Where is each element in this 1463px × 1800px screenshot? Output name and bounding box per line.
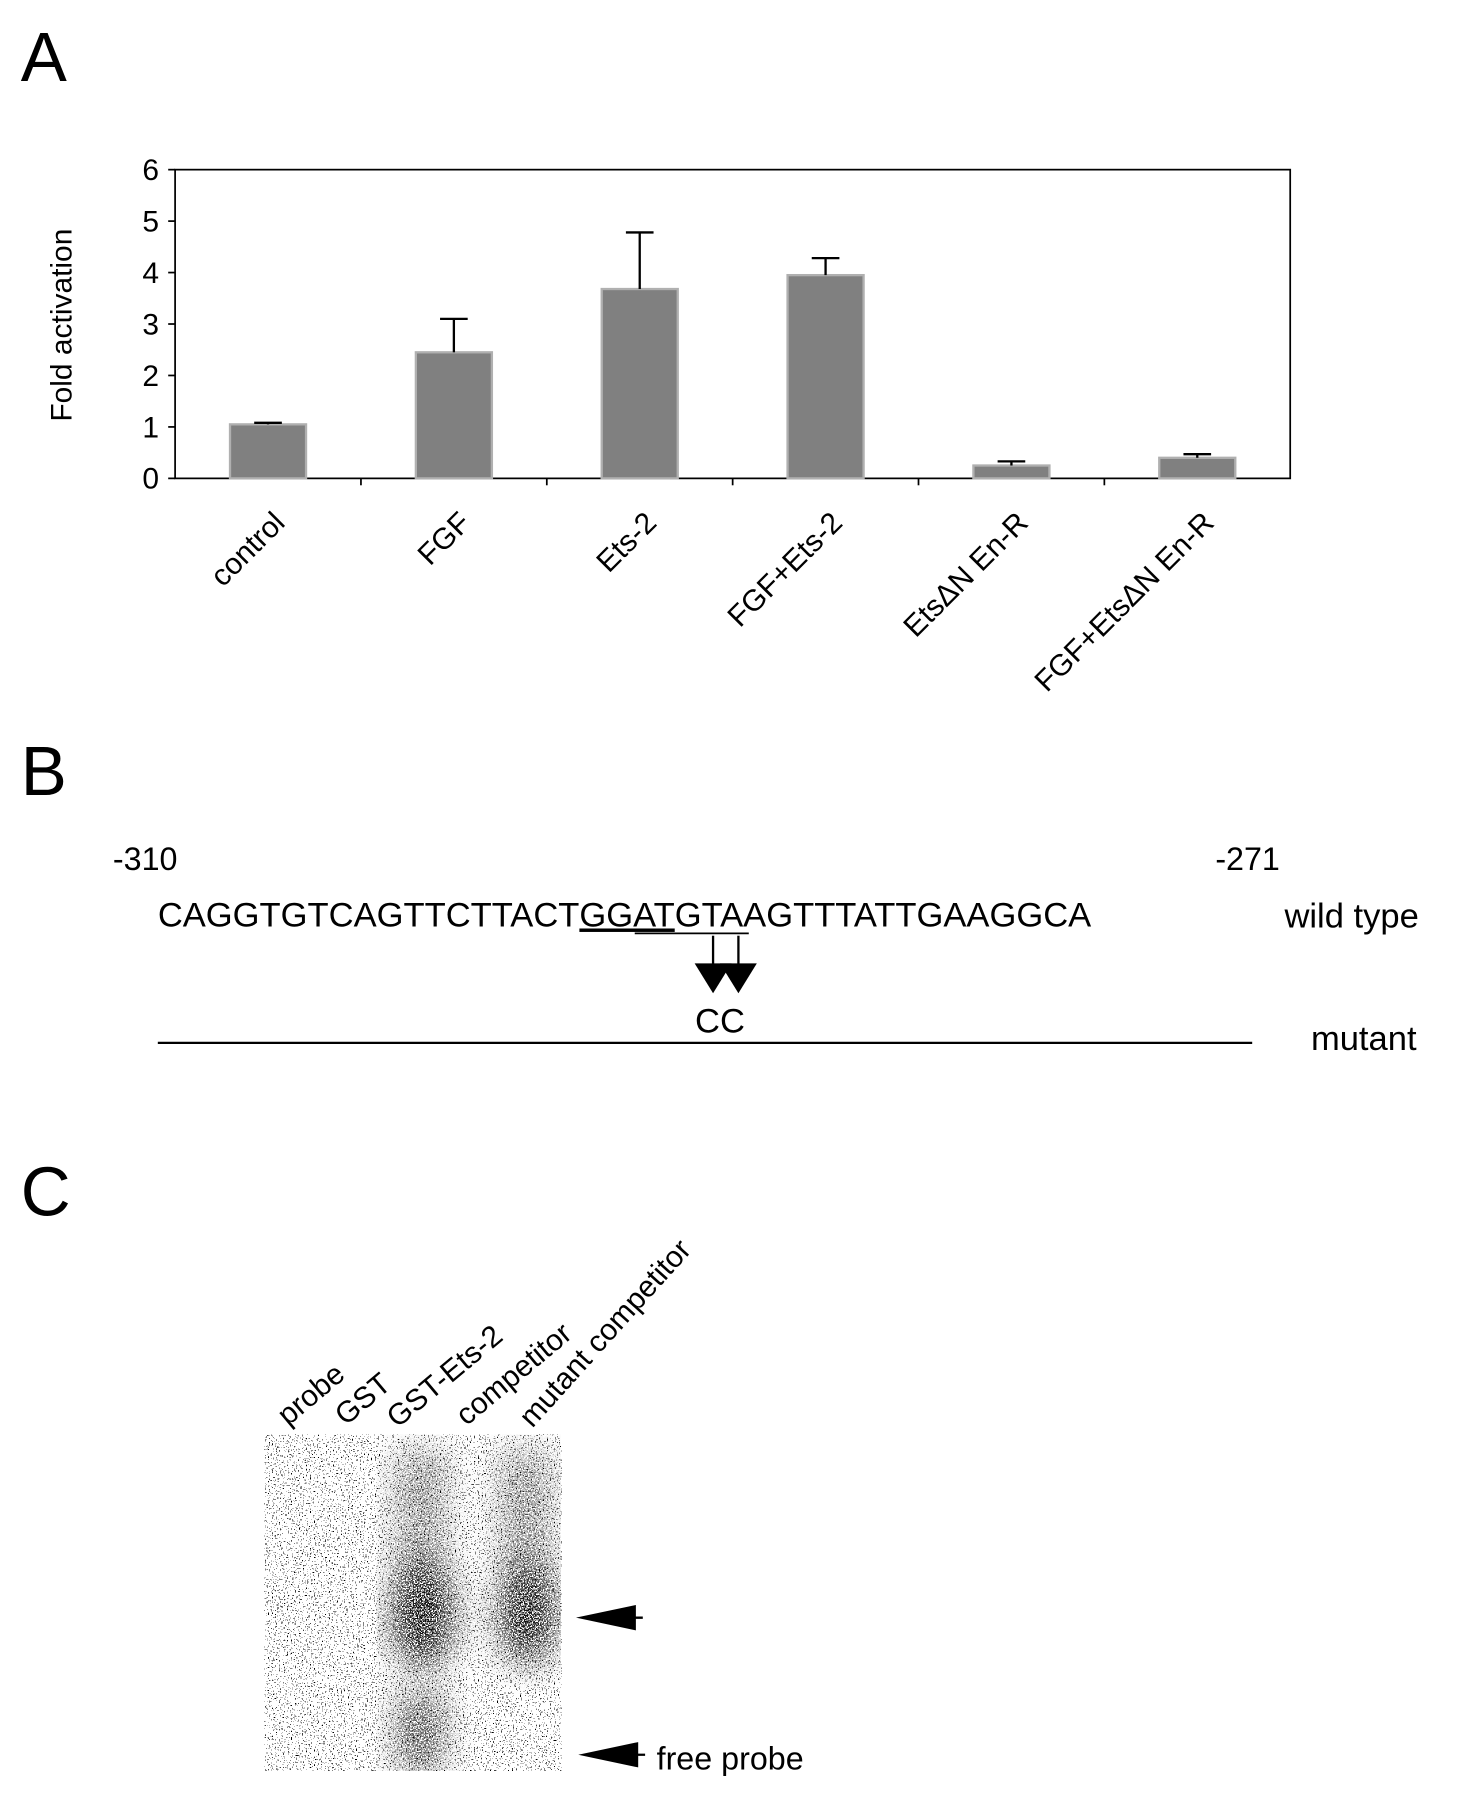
y-tick-label: 5 (142, 205, 159, 238)
panel-c: C probe GST GST-Ets-2 competitor mutant … (21, 1153, 804, 1777)
y-axis-label: Fold activation (45, 229, 78, 422)
panel-label: C (21, 1153, 71, 1231)
sequence-site: GGAT (579, 896, 674, 934)
mutation-label: CC (695, 1002, 745, 1040)
bar (600, 287, 679, 480)
y-tick-label: 0 (142, 463, 159, 496)
bar (972, 464, 1051, 480)
bar (414, 351, 494, 480)
x-tick-label: control (205, 506, 292, 593)
mutant-label: mutant (1311, 1020, 1417, 1058)
lane-label: probe (271, 1357, 351, 1432)
panel-label: B (21, 732, 67, 810)
free-probe-label: free probe (657, 1741, 804, 1777)
plot-frame (174, 168, 1292, 480)
free-probe-arrow (578, 1742, 639, 1768)
sequence-part: GTAAGTTTATTGAAGGCA (675, 896, 1092, 934)
arrow-head (719, 963, 757, 994)
bar (228, 423, 308, 480)
y-tick-label: 1 (142, 411, 159, 444)
sequence-part: CAGGTGTCAGTTCTTACT (158, 896, 580, 934)
x-tick-label: FGF (412, 506, 478, 572)
y-tick-label: 4 (142, 257, 159, 290)
bar-chart: 0 1 2 3 4 5 6 control FGF Ets-2 FGF+Ets-2 EtsΔN En-… (142, 154, 1292, 698)
arrow-head (694, 963, 732, 994)
position-start: -310 (113, 841, 178, 877)
band-arrow (575, 1605, 636, 1631)
panel-b: B -310 -271 CAGGTGTCAGTTCTTACTGGATGTAAGT… (21, 732, 1419, 1058)
panel-label: A (21, 18, 67, 96)
y-tick-label: 2 (142, 360, 159, 393)
sequence: CAGGTGTCAGTTCTTACTGGATGTAAGTTTATTGAAGGCA (158, 896, 1091, 934)
y-tick-label: 6 (142, 154, 159, 187)
x-tick-label: EtsΔN En-R (897, 506, 1034, 643)
y-tick-label: 3 (142, 308, 159, 341)
bar (786, 273, 865, 480)
wild-type-label: wild type (1283, 898, 1418, 936)
x-tick-label: Ets-2 (590, 506, 663, 579)
bar (1158, 456, 1237, 480)
position-end: -271 (1215, 841, 1280, 877)
gel-image (264, 1434, 562, 1771)
x-tick-label: FGF+Ets-2 (722, 506, 849, 633)
x-tick-label: FGF+EtsΔN En-R (1029, 506, 1221, 698)
